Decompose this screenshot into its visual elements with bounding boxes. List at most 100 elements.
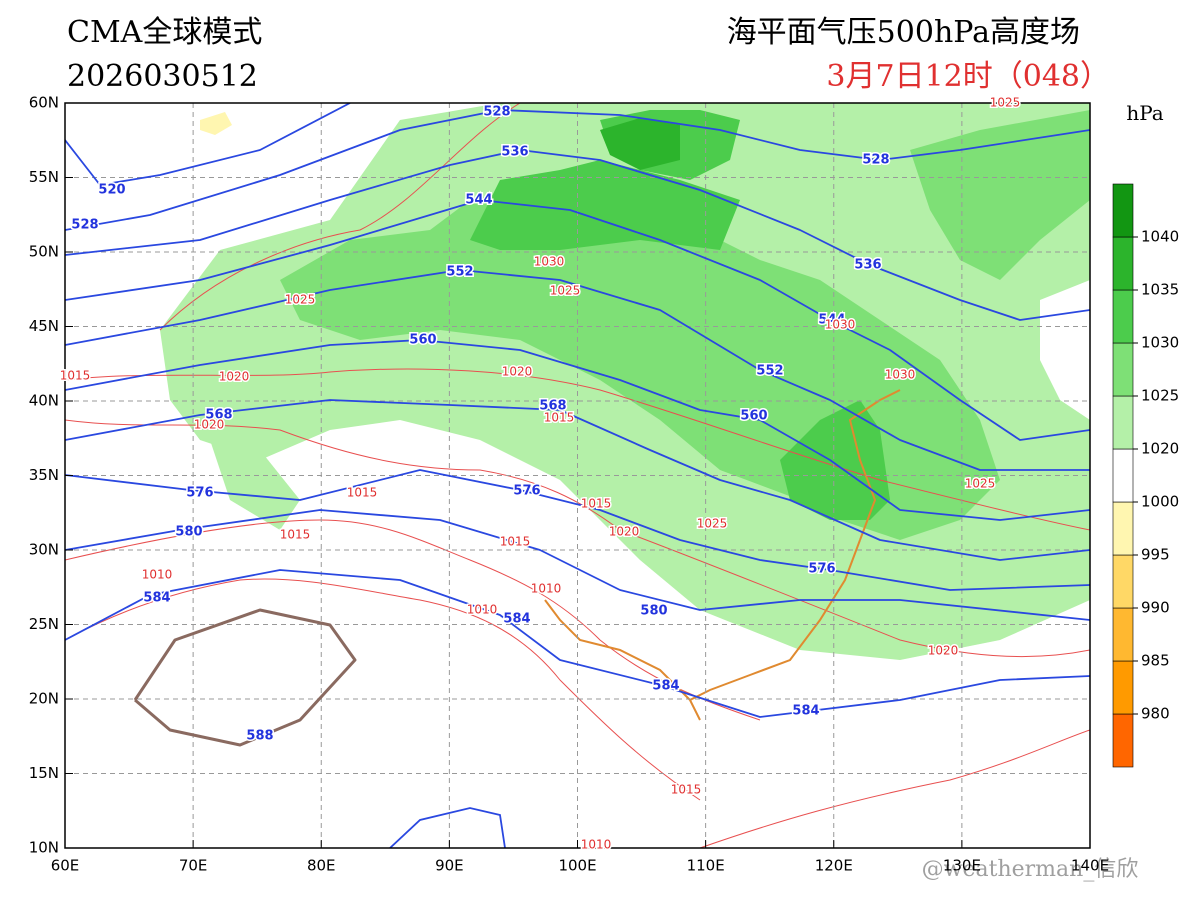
colorbar-bin <box>1112 448 1134 503</box>
high-pressure-area <box>600 118 680 170</box>
isobar <box>159 103 521 331</box>
colorbar-bin <box>1112 554 1134 609</box>
height-contour <box>65 199 1090 441</box>
lat-label: 40N <box>29 392 59 410</box>
isobar <box>65 368 1090 531</box>
height-label: 584 <box>503 612 530 627</box>
height-label: 552 <box>446 265 473 280</box>
height-label: 552 <box>756 364 783 379</box>
colorbar-label: 1000 <box>1141 493 1179 511</box>
colorbar-bin <box>1112 395 1134 450</box>
height-label: 584 <box>792 704 819 719</box>
pressure-label: 1010 <box>467 603 498 617</box>
height-contour <box>65 103 351 186</box>
lat-label: 20N <box>29 690 59 708</box>
height-label: 528 <box>71 218 98 233</box>
height-label: 544 <box>465 193 492 208</box>
height-contour <box>65 269 1090 471</box>
colorbar-label: 1030 <box>1141 334 1179 352</box>
lat-label: 55N <box>29 168 59 186</box>
colorbar-bin <box>1112 289 1134 344</box>
height-contour <box>65 399 1090 561</box>
height-contour <box>133 608 357 747</box>
isobars <box>65 103 1090 848</box>
pressure-label: 1010 <box>531 582 562 596</box>
pressure-label: 1030 <box>885 368 916 382</box>
pressure-label: 1030 <box>534 255 565 269</box>
height-label: 588 <box>246 729 273 744</box>
lat-label: 45N <box>29 317 59 335</box>
pressure-label: 1025 <box>990 96 1021 110</box>
height-contour <box>65 339 1090 521</box>
colorbar-label: 1035 <box>1141 281 1179 299</box>
pressure-label: 1015 <box>544 411 575 425</box>
product-title: 海平面气压500hPa高度场 <box>727 15 1080 50</box>
model-title: CMA全球模式 <box>67 15 262 50</box>
pressure-label: 1020 <box>194 418 225 432</box>
lat-label: 25N <box>29 615 59 633</box>
height-contour <box>65 149 1090 321</box>
pressure-label: 1010 <box>581 838 612 852</box>
colorbar-bin <box>1112 501 1134 556</box>
coastline <box>544 389 901 721</box>
pressure-label: 1015 <box>60 369 91 383</box>
height-label: 576 <box>186 486 213 501</box>
height-contour <box>65 109 1090 231</box>
colorbar-bin <box>1112 713 1134 768</box>
watermark: @weatherman_信欣 <box>922 857 1139 882</box>
lat-label: 15N <box>29 764 59 782</box>
height-label: 568 <box>539 399 566 414</box>
height-label: 560 <box>409 333 436 348</box>
isobar <box>65 519 761 721</box>
height-label: 584 <box>652 679 679 694</box>
high-pressure-area <box>910 110 1090 280</box>
lon-label: 140E <box>1071 857 1109 875</box>
colorbar-bin <box>1112 607 1134 662</box>
height-label: 580 <box>640 604 667 619</box>
pressure-label: 1015 <box>500 535 531 549</box>
pressure-label: 1020 <box>219 370 250 384</box>
pressure-label: 1025 <box>965 477 996 491</box>
lat-label: 10N <box>29 839 59 857</box>
pressure-label: 1025 <box>550 284 581 298</box>
colorbar-bin <box>1112 183 1134 238</box>
lon-label: 100E <box>558 857 596 875</box>
height-label: 528 <box>483 105 510 120</box>
pressure-label: 1020 <box>502 365 533 379</box>
lat-label: 30N <box>29 541 59 559</box>
valid-time: 3月7日12时（048） <box>826 59 1110 94</box>
coast <box>544 539 861 721</box>
lon-label: 130E <box>943 857 981 875</box>
height-label: 576 <box>513 484 540 499</box>
height-contour <box>65 569 1090 718</box>
colorbar-label: 990 <box>1141 599 1170 617</box>
height-label: 536 <box>854 258 881 273</box>
pressure-label: 1030 <box>825 318 856 332</box>
high-pressure-area <box>210 440 300 530</box>
pressure-label: 1015 <box>671 783 702 797</box>
pressure-label: 1015 <box>280 528 311 542</box>
height-label: 560 <box>740 409 767 424</box>
colorbar-bin <box>1112 660 1134 715</box>
colorbar-label: 985 <box>1141 652 1170 670</box>
height-label: 568 <box>205 408 232 423</box>
colorbar-bin <box>1112 342 1134 397</box>
pressure-label: 1025 <box>285 293 316 307</box>
height-label: 536 <box>501 145 528 160</box>
lat-label: 50N <box>29 243 59 261</box>
height-label: 520 <box>98 183 125 198</box>
height-label: 544 <box>818 313 845 328</box>
high-pressure-area <box>780 400 890 520</box>
lat-label: 35N <box>29 466 59 484</box>
pressure-label: 1025 <box>697 517 728 531</box>
pressure-label: 1020 <box>609 525 640 539</box>
colorbar-label: 995 <box>1141 546 1170 564</box>
colorbar-unit: hPa <box>1126 101 1163 125</box>
lon-label: 70E <box>179 857 208 875</box>
colorbar-label: 1040 <box>1141 228 1179 246</box>
pressure-label: 1010 <box>142 568 173 582</box>
init-time: 2026030512 <box>67 59 258 94</box>
colorbar-bin <box>1112 236 1134 291</box>
height-contour <box>65 509 1090 621</box>
